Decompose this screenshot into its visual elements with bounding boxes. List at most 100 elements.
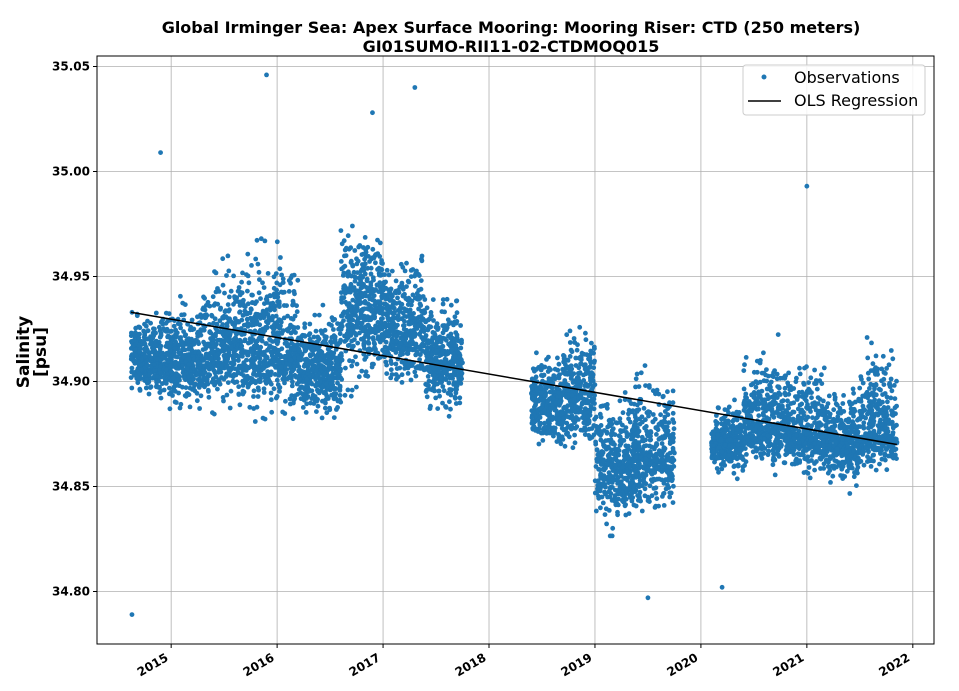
observation-point [538,420,544,426]
observation-point [213,270,219,276]
observation-point [191,341,197,347]
observation-point [634,371,640,377]
observation-point [665,452,671,458]
observation-point [666,456,672,462]
observation-point [258,236,264,242]
observation-point [364,306,370,312]
observation-point [656,436,662,442]
observation-point [278,364,284,370]
observation-point [196,350,202,356]
observation-point [454,332,460,338]
observation-point [586,418,592,423]
observation-point [731,470,737,476]
observation-point [348,281,354,287]
observation-point [735,455,740,461]
observation-point [652,477,658,483]
observation-point [167,391,172,397]
observation-point [609,431,614,437]
observation-point [178,401,184,407]
observation-point [443,405,449,410]
observation-point [255,261,261,267]
observation-point [342,289,348,294]
chart-subtitle: GI01SUMO-RII11-02-CTDMOQ015 [363,37,660,56]
observation-point [225,337,230,343]
observation-point [734,409,740,415]
observation-point [175,354,180,360]
observation-point [160,355,166,360]
observation-point [142,335,147,341]
observation-point [332,386,337,392]
observation-point [438,375,444,381]
observation-point [634,472,639,478]
observation-point [534,387,540,393]
observation-point [232,379,237,385]
observation-point [207,329,213,335]
observation-point [306,332,312,338]
observation-point [359,368,365,374]
observation-point [158,320,164,325]
observation-point [305,384,310,390]
observation-point [172,361,178,367]
observation-point [402,268,408,274]
observation-point [213,374,219,380]
observation-point [723,418,729,424]
observation-point [556,375,562,381]
observation-point [624,432,630,437]
observation-point [449,347,455,353]
observation-point [132,358,138,364]
observation-point [631,484,636,490]
observation-point [322,359,328,365]
observation-point [136,324,142,330]
observation-point [271,326,276,332]
observation-point [382,272,387,277]
observation-point [319,388,324,393]
observation-point [574,375,580,381]
observation-point [365,265,370,271]
observation-point [719,449,725,455]
observation-point [382,320,388,326]
observation-point [236,285,242,290]
observation-point [581,378,587,383]
observation-point [202,370,208,375]
observation-point [671,420,677,425]
observation-point [277,304,282,309]
observation-point [377,240,383,246]
observation-point [226,348,232,353]
observation-point [633,503,639,509]
observation-point [192,383,198,388]
observation-point [582,406,588,411]
observation-point [584,382,590,387]
observation-point [270,306,276,311]
observation-point [174,330,180,336]
observation-point [406,295,412,301]
observation-point [665,478,671,483]
observation-point [172,399,178,405]
observation-point [416,287,422,293]
observation-point [400,337,405,342]
observation-point [203,346,209,351]
observation-point [224,359,230,365]
observation-point [331,350,337,356]
observation-point [670,388,676,394]
observation-point [732,397,737,403]
observation-point [438,339,444,345]
observation-point [338,326,344,332]
observation-point [248,306,254,312]
observation-point [279,331,285,336]
observation-point [213,289,219,295]
observation-point [345,322,350,328]
observation-point [605,494,610,500]
observation-point [375,305,381,310]
observation-point [431,318,436,323]
observation-point [610,525,616,531]
observation-point [142,321,147,327]
observation-point [240,383,246,388]
observation-point [244,350,250,355]
observation-point [197,332,202,338]
observation-point [243,376,249,382]
observation-point [246,280,252,286]
observation-point [219,363,224,369]
observation-point [226,318,232,324]
observation-point [245,273,251,279]
observation-point [239,279,245,285]
